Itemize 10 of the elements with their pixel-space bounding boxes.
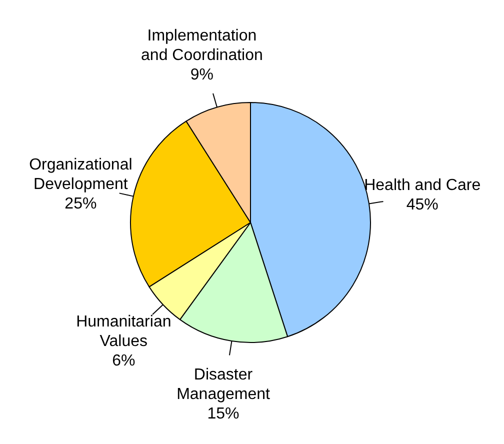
slice-label: Humanitarian Values [76, 314, 172, 350]
slice-label: Organizational Development [29, 156, 132, 194]
data-label: 45% [406, 196, 438, 214]
data-label: 25% [64, 196, 97, 213]
data-label: 9% [190, 66, 214, 84]
slice-label: Disaster Management [176, 366, 271, 403]
slice-label: Implementation and Coordination [141, 27, 263, 64]
data-label: 15% [207, 405, 240, 422]
slice-label: Health and Care [364, 177, 481, 194]
data-label: 6% [112, 352, 136, 370]
